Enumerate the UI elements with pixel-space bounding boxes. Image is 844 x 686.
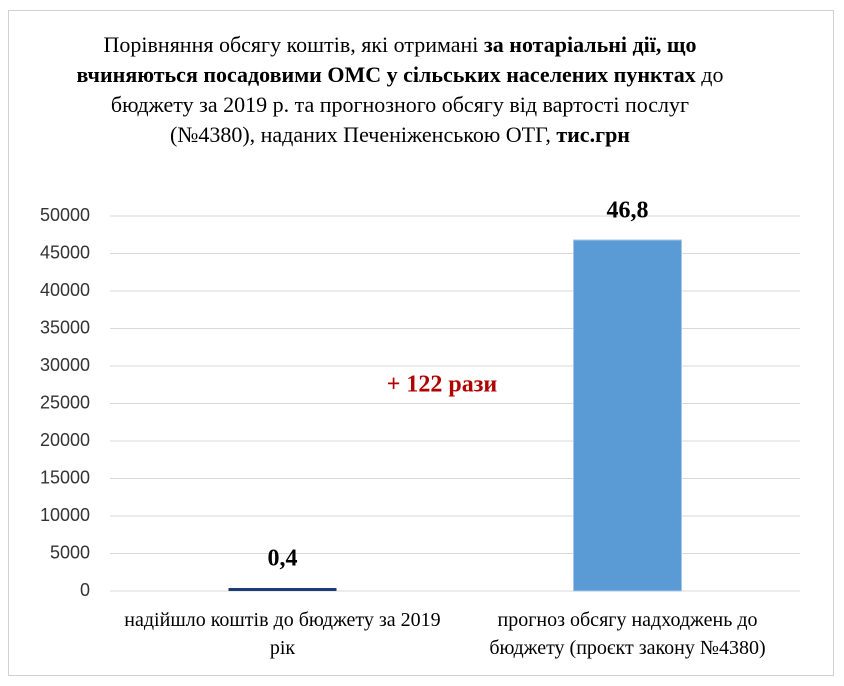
y-tick-label: 0 xyxy=(80,580,90,600)
y-tick-label: 30000 xyxy=(40,355,90,375)
bar xyxy=(228,588,337,591)
data-label: 0,4 xyxy=(268,546,298,572)
title-run: тис.грн xyxy=(556,122,630,147)
y-tick-label: 25000 xyxy=(40,392,90,412)
y-tick-label: 10000 xyxy=(40,505,90,525)
annotation: + 122 рази xyxy=(387,372,498,398)
title-run: за нотаріальні дії, що вчиняються посадо… xyxy=(76,32,697,87)
x-tick-label: надійшло коштів до бюджету за 2019 рік xyxy=(124,609,441,659)
title-run: Порівняння обсягу коштів, які отримані xyxy=(103,32,484,57)
y-tick-label: 40000 xyxy=(40,280,90,300)
bar xyxy=(573,239,682,592)
y-tick-label: 50000 xyxy=(40,205,90,225)
x-tick-label: прогноз обсягу надходжень до бюджету (пр… xyxy=(489,609,766,659)
chart-frame xyxy=(8,10,834,676)
y-tick-label: 15000 xyxy=(40,467,90,487)
y-tick-label: 45000 xyxy=(40,242,90,262)
y-tick-label: 35000 xyxy=(40,317,90,337)
data-label: 46,8 xyxy=(607,198,649,224)
chart-title: Порівняння обсягу коштів, які отримані з… xyxy=(70,30,730,150)
y-tick-label: 20000 xyxy=(40,430,90,450)
title-run: до бюджету за 2019 р. та прогнозного обс… xyxy=(110,62,724,147)
y-tick-label: 5000 xyxy=(50,542,90,562)
